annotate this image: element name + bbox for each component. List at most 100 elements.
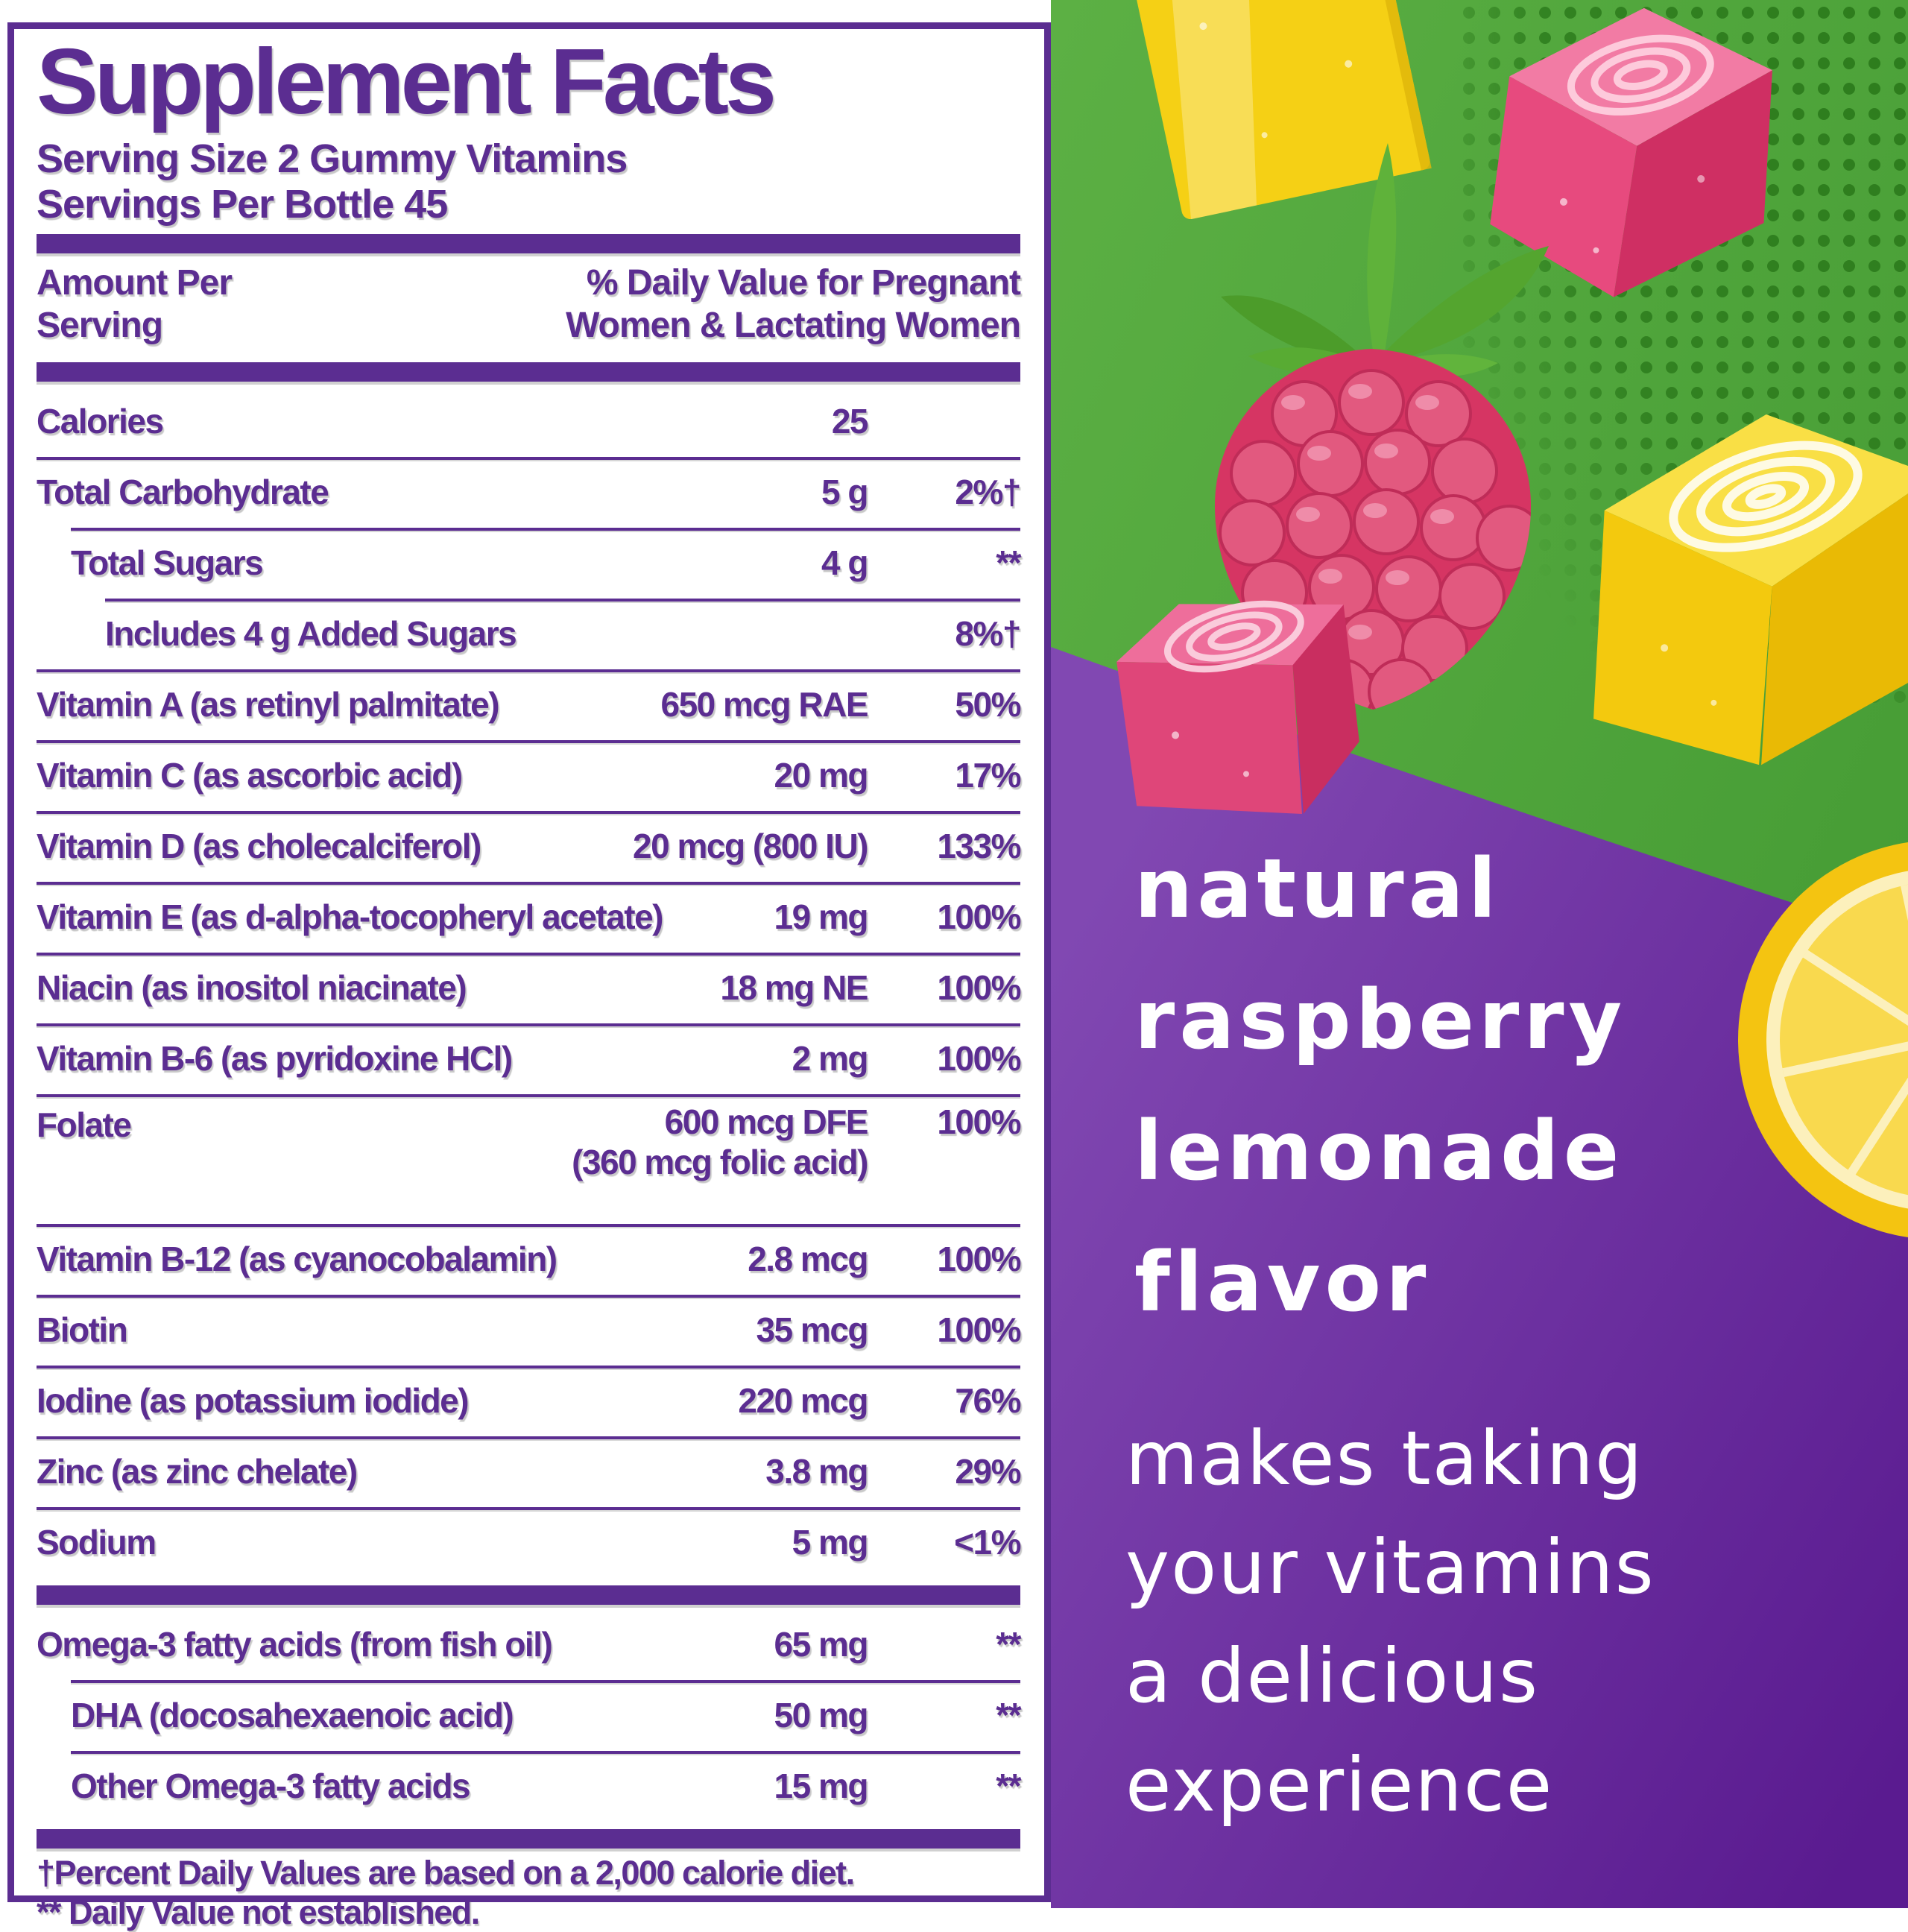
tagline-line: makes taking <box>1125 1415 1644 1502</box>
nutrient-dv: 100% <box>937 1102 1021 1141</box>
row-divider-line <box>37 1093 1020 1097</box>
header-amount-label: Amount Per Serving <box>37 263 233 346</box>
nutrient-dv: 50% <box>955 685 1021 724</box>
row-divider-line <box>37 1223 1020 1227</box>
nutrient-row: Vitamin C (as ascorbic acid) 20 mg 17% <box>37 739 1021 811</box>
nutrient-amount: 5 mg <box>792 1523 869 1562</box>
nutrient-amount: 35 mcg <box>756 1310 868 1350</box>
section-divider-bar <box>37 1828 1020 1849</box>
nutrient-dv: 100% <box>937 1310 1021 1350</box>
product-art-panel: natural raspberry lemonade flavor makes … <box>1051 0 1908 1908</box>
section-divider-bar <box>37 1585 1020 1605</box>
footnote-dagger: †Percent Daily Values are based on a 2,0… <box>37 1853 855 1892</box>
nutrient-name: Zinc (as zinc chelate) <box>37 1452 358 1491</box>
nutrient-row: Total Sugars 4 g ** <box>37 527 1021 599</box>
row-divider-line <box>37 881 1020 885</box>
nutrient-name: Includes 4 g Added Sugars <box>105 614 517 654</box>
tagline-text: makes taking your vitamins a delicious e… <box>1125 1404 1655 1840</box>
nutrient-dv: 29% <box>955 1452 1021 1491</box>
nutrient-name: Omega-3 fatty acids (from fish oil) <box>37 1625 553 1664</box>
nutrient-amount: 20 mg <box>774 756 869 795</box>
nutrient-row: Total Carbohydrate 5 g 2%† <box>37 456 1021 528</box>
nutrient-row: Vitamin D (as cholecalciferol) 20 mcg (80… <box>37 810 1021 882</box>
nutrient-name: Vitamin C (as ascorbic acid) <box>37 756 463 795</box>
nutrient-row: Niacin (as inositol niacinate) 18 mg NE 10… <box>37 952 1021 1023</box>
row-divider-line <box>37 1436 1020 1439</box>
serving-size-line: Serving Size 2 Gummy Vitamins <box>37 136 628 182</box>
nutrient-table: Calories 25 Total Carbohydrate 5 g 2%† Total … <box>37 386 1021 1849</box>
raspberry-image <box>1214 143 1549 710</box>
row-divider-line <box>37 810 1020 814</box>
nutrient-amount: 2.8 mcg <box>748 1240 868 1279</box>
row-divider-line <box>37 456 1020 460</box>
nutrient-dv: 100% <box>937 897 1021 937</box>
nutrient-amount: 20 mcg (800 IU) <box>633 827 868 866</box>
servings-per-bottle-line: Servings Per Bottle 45 <box>37 181 448 227</box>
row-divider-line <box>37 1365 1020 1368</box>
flavor-line: lemonade <box>1134 1103 1624 1199</box>
nutrient-row: Includes 4 g Added Sugars 8%† <box>37 598 1021 669</box>
nutrient-dv: 100% <box>937 968 1021 1008</box>
nutrient-name: Vitamin B-12 (as cyanocobalamin) <box>37 1240 557 1279</box>
lemon-slice-image <box>1738 840 1908 1240</box>
nutrient-row: DHA (docosahexaenoic acid) 50 mg ** <box>37 1679 1021 1751</box>
nutrient-amount: 220 mcg <box>738 1381 868 1421</box>
nutrient-dv: ** <box>996 1696 1021 1735</box>
nutrient-dv: 100% <box>937 1039 1021 1079</box>
nutrient-dv: ** <box>996 543 1021 583</box>
nutrient-row: Biotin 35 mcg 100% <box>37 1294 1021 1366</box>
nutrient-name: Vitamin E (as d-alpha-tocopheryl acetate… <box>37 897 664 937</box>
product-art <box>1051 0 1908 1908</box>
nutrient-amount-line2: (360 mcg folic acid) <box>572 1142 868 1181</box>
row-divider-line <box>37 669 1020 672</box>
nutrient-name: Niacin (as inositol niacinate) <box>37 968 467 1008</box>
purple-curve <box>1051 647 1908 1908</box>
nutrient-amount: 4 g <box>821 543 868 583</box>
nutrient-name: Biotin <box>37 1310 128 1350</box>
nutrient-row: Vitamin A (as retinyl palmitate) 650 mcg … <box>37 669 1021 740</box>
nutrient-row: Vitamin E (as d-alpha-tocopheryl acetate… <box>37 881 1021 953</box>
nutrient-amount: 19 mg <box>774 897 869 937</box>
nutrient-row: Zinc (as zinc chelate) 3.8 mg 29% <box>37 1436 1021 1507</box>
supplement-facts-label: Supplement Facts Serving Size 2 Gummy Vi… <box>7 22 1051 1931</box>
nutrient-amount: 2 mg <box>792 1039 869 1079</box>
nutrient-row: Vitamin B-12 (as cyanocobalamin) 2.8 mcg 1… <box>37 1223 1021 1295</box>
nutrient-amount: 650 mcg RAE <box>660 685 868 724</box>
nutrient-row: Calories 25 <box>37 386 1020 457</box>
nutrient-amount: 15 mg <box>774 1767 869 1806</box>
nutrient-name: Other Omega-3 fatty acids <box>71 1767 471 1806</box>
nutrient-dv: <1% <box>954 1523 1021 1562</box>
nutrient-name: Total Sugars <box>71 543 264 583</box>
nutrient-amount: 25 <box>831 402 869 441</box>
nutrient-name: Folate <box>37 1105 132 1144</box>
section-divider-bar <box>37 362 1020 382</box>
footnote-asterisk: ** Daily Value not established. <box>37 1892 480 1931</box>
nutrient-name: Vitamin B-6 (as pyridoxine HCl) <box>37 1039 513 1079</box>
nutrient-name: Vitamin A (as retinyl palmitate) <box>37 685 500 724</box>
flavor-line: flavor <box>1134 1234 1431 1330</box>
nutrient-dv: 100% <box>937 1240 1021 1279</box>
nutrient-dv: ** <box>996 1625 1021 1664</box>
pink-gummy-cube <box>1490 7 1772 297</box>
nutrient-row: Sodium 5 mg <1% <box>37 1506 1021 1578</box>
nutrient-amount: 3.8 mg <box>765 1452 868 1491</box>
nutrient-dv: ** <box>996 1767 1021 1806</box>
row-divider-line <box>37 739 1020 743</box>
flavor-line: raspberry <box>1134 972 1627 1067</box>
nutrient-dv: 17% <box>955 756 1021 795</box>
nutrient-name: Sodium <box>37 1523 157 1562</box>
nutrient-name: Vitamin D (as cholecalciferol) <box>37 827 481 866</box>
nutrient-amount: 5 g <box>821 473 868 512</box>
nutrient-name: Total Carbohydrate <box>37 473 329 512</box>
nutrient-amount: 50 mg <box>774 1696 869 1735</box>
tagline-line: your vitamins <box>1125 1524 1655 1611</box>
header-dv-label: % Daily Value for Pregnant Women & Lacta… <box>566 263 1021 346</box>
tagline-line: a delicious <box>1125 1632 1540 1720</box>
footnotes: †Percent Daily Values are based on a 2,0… <box>37 1853 1020 1932</box>
nutrient-dv: 76% <box>955 1381 1021 1421</box>
row-divider-line <box>71 527 1020 531</box>
flavor-line: natural <box>1134 841 1501 936</box>
section-divider-bar <box>37 234 1020 254</box>
nutrient-dv: 133% <box>937 827 1021 866</box>
facts-title: Supplement Facts <box>37 31 777 133</box>
